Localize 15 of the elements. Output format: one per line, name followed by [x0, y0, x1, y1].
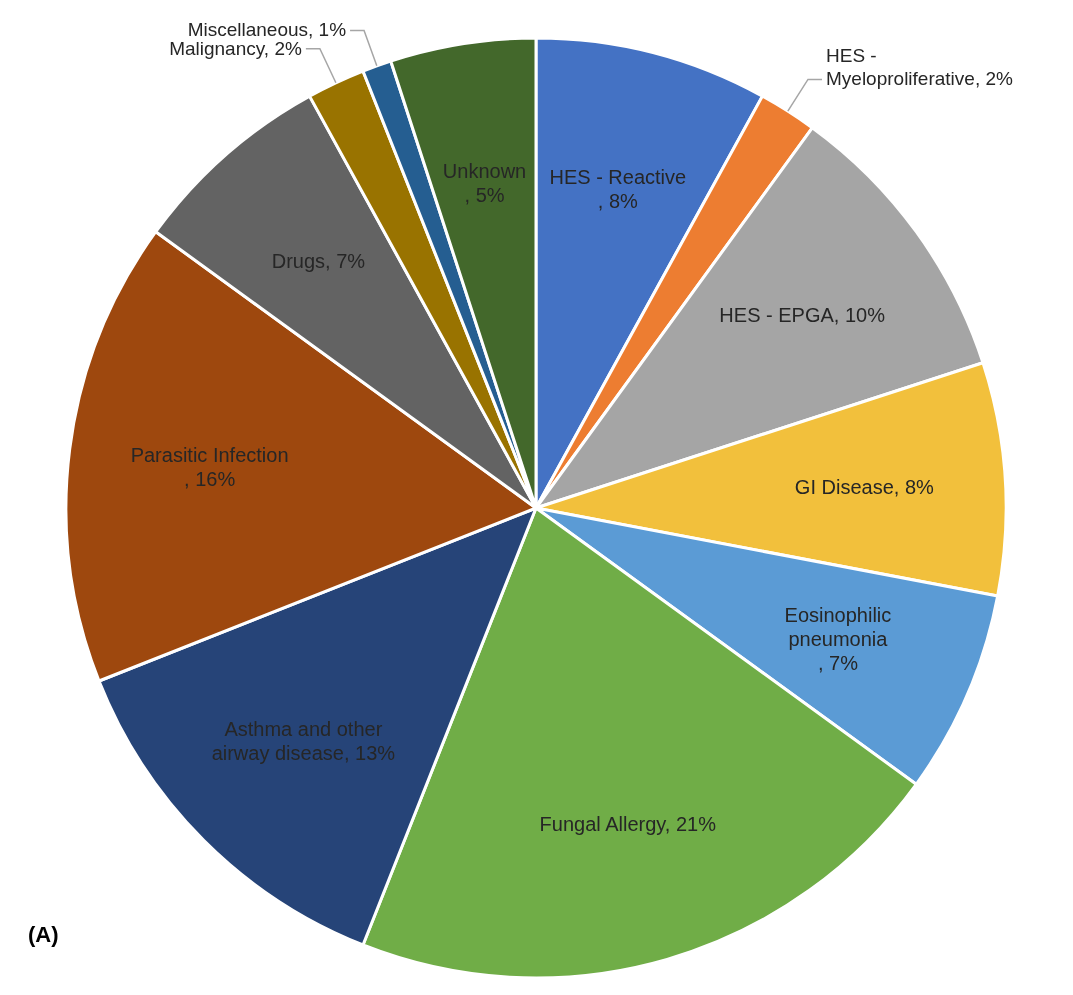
data-label: , 5%: [464, 184, 505, 207]
text: (A): [28, 922, 59, 947]
slice-label: Eosinophilic pneumonia: [784, 603, 892, 650]
slice-label: HES - EPGA, 10%: [719, 303, 886, 326]
slice-label: Asthma and other airway disease, 13%: [211, 717, 396, 764]
data-label: , 16%: [184, 467, 236, 490]
data-label: , 7%: [817, 651, 859, 674]
data-label: , 8%: [597, 190, 639, 213]
slice-label: HES - Reactive: [549, 166, 687, 189]
slice-label: Parasitic Infection: [130, 443, 289, 466]
slice-label: GI Disease, 8%: [794, 476, 935, 499]
slice-label: Drugs, 7%: [271, 250, 366, 273]
slice-label: Fungal Allergy, 21%: [539, 812, 717, 835]
slice-label: Unknown: [442, 160, 527, 183]
slice-label: HES - Myeloproliferative, 2%: [825, 45, 1013, 90]
